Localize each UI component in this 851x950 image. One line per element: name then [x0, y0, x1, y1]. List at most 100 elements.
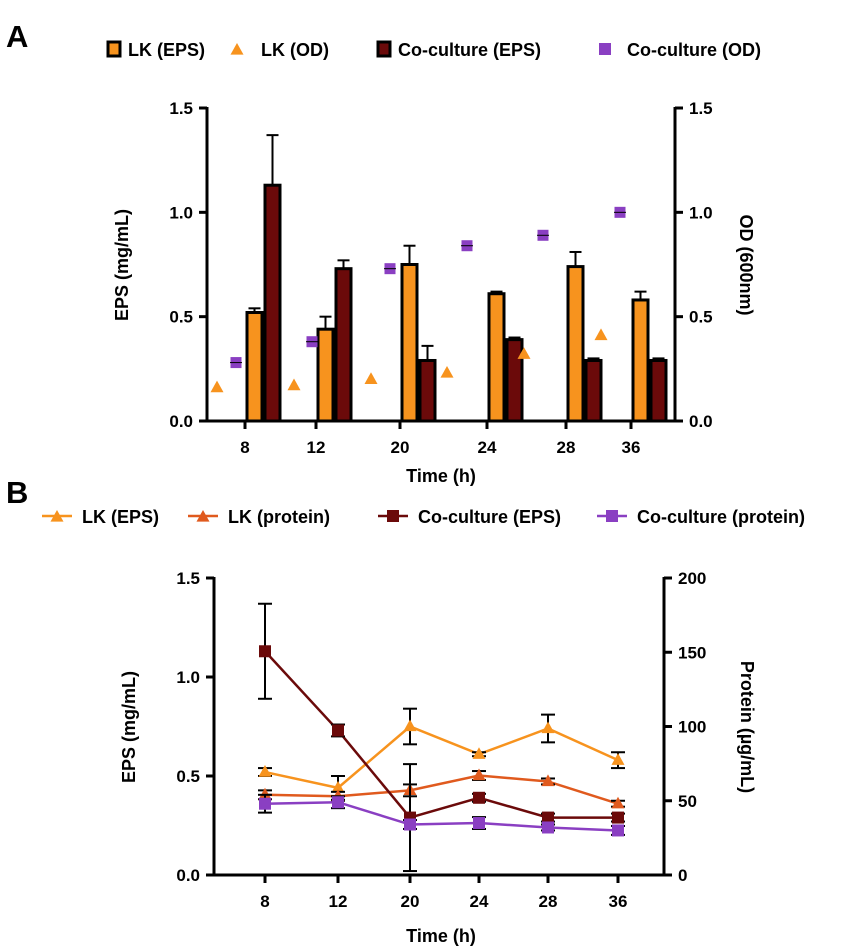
lk-od-marker — [364, 372, 378, 384]
co-culture-eps-line — [264, 650, 618, 820]
legend-bar-swatch — [376, 40, 392, 58]
legend-label: LK (protein) — [228, 507, 330, 527]
panel-b-y2-tick-label: 50 — [678, 792, 697, 811]
panel-a-legend: LK (EPS) LK (OD) Co-culture (EPS) Co-cultur… — [106, 40, 761, 60]
lk-protein-marker — [472, 768, 486, 781]
panel-b-x-tick-label: 20 — [401, 892, 420, 911]
co-culture-eps-bar — [505, 338, 524, 423]
co-culture-eps-bar — [584, 358, 603, 423]
co-culture-protein-marker — [332, 796, 344, 809]
legend-label: Co-culture (OD) — [627, 40, 761, 60]
lk-eps-bar — [566, 265, 585, 423]
panel-a-x-tick-label: 12 — [307, 438, 326, 457]
panel-b-x-tick-label: 24 — [470, 892, 489, 911]
panel-b-y2-tick-label: 200 — [678, 569, 706, 588]
legend-triangle-swatch — [196, 509, 210, 522]
panel-b-y2-axis-label: Protein (µg/mL) — [737, 661, 757, 793]
lk-eps-marker — [403, 719, 417, 732]
panel-b-x-tick-label: 28 — [539, 892, 558, 911]
panel-a-x-tick-label: 24 — [478, 438, 497, 457]
lk-eps-error-bar — [403, 244, 416, 265]
co-culture-eps-error-bar — [266, 134, 279, 186]
panel-b-y2-tick-label: 150 — [678, 643, 706, 662]
lk-eps-bar — [487, 292, 506, 423]
co-culture-protein-marker — [259, 797, 271, 810]
panel-a-y-tick-label: 1.0 — [169, 203, 193, 222]
legend-label: Co-culture (EPS) — [398, 40, 541, 60]
lk-od-marker — [210, 380, 224, 393]
lk-protein-line — [264, 774, 619, 805]
panel-b-x-axis-label: Time (h) — [406, 926, 476, 946]
co-culture-eps-marker — [473, 791, 485, 804]
panel-a-plot: 0.0 0.5 1.0 1.5 0.0 0.5 1.0 1.5 8 12 20 24 28 36 — [169, 99, 712, 457]
legend-triangle-swatch — [230, 42, 244, 55]
lk-od-marker — [440, 365, 454, 378]
lk-eps-line — [264, 725, 619, 790]
lk-eps-error-bar — [319, 315, 332, 330]
legend-label: Co-culture (protein) — [637, 507, 805, 527]
co-culture-eps-error-bar — [421, 344, 434, 361]
co-culture-eps-marker — [259, 645, 271, 658]
legend-bar-swatch — [106, 40, 122, 58]
co-culture-eps-bar — [334, 267, 353, 423]
panel-b-y-tick-label: 0.5 — [176, 767, 200, 786]
panel-b: B LK (EPS) LK (protein) Co-culture (EPS) Co… — [6, 475, 805, 946]
co-culture-protein-marker — [542, 821, 554, 834]
lk-eps-marker — [472, 747, 486, 759]
co-culture-eps-marker — [332, 724, 344, 737]
panel-a-x-tick-label: 28 — [557, 438, 576, 457]
co-culture-protein-line — [264, 800, 619, 832]
co-culture-eps-bar — [649, 358, 668, 423]
legend-triangle-swatch — [50, 509, 64, 522]
lk-eps-bar — [400, 263, 419, 423]
panel-a-y2-tick-label: 0.5 — [689, 308, 713, 327]
lk-protein-marker — [541, 774, 555, 787]
panel-a-y-tick-label: 1.5 — [169, 99, 193, 118]
panel-a-y-axis-label: EPS (mg/mL) — [112, 209, 132, 321]
legend-label: LK (OD) — [261, 40, 329, 60]
lk-eps-marker — [611, 753, 625, 765]
lk-eps-bar — [631, 298, 650, 423]
panel-b-y2-tick-label: 0 — [678, 866, 687, 885]
co-culture-eps-marker — [542, 811, 554, 824]
legend-label: LK (EPS) — [128, 40, 205, 60]
lk-eps-marker — [331, 780, 345, 793]
panel-a: A LK (EPS) LK (OD) Co-culture (EPS) Co-cult… — [6, 19, 761, 486]
panel-b-y-tick-label: 1.5 — [176, 569, 200, 588]
lk-eps-marker — [258, 765, 272, 777]
panel-b-y-tick-label: 1.0 — [176, 668, 200, 687]
panel-a-x-tick-label: 20 — [391, 438, 410, 457]
co-culture-protein-marker — [404, 818, 416, 831]
panel-a-x-tick-label: 8 — [240, 438, 249, 457]
co-culture-protein-marker — [473, 817, 485, 830]
lk-od-marker — [287, 378, 301, 391]
co-culture-protein-marker — [612, 824, 624, 837]
legend-label: Co-culture (EPS) — [418, 507, 561, 527]
legend-square-swatch — [606, 510, 618, 522]
panel-b-plot: 0.0 0.5 1.0 1.5 0 50 100 150 200 8 12 20 24 28 36 — [176, 569, 706, 911]
legend-label: LK (EPS) — [82, 507, 159, 527]
lk-eps-error-bar — [569, 250, 582, 267]
panel-a-y-tick-label: 0.5 — [169, 308, 193, 327]
panel-b-x-tick-label: 12 — [329, 892, 348, 911]
panel-a-x-tick-label: 36 — [622, 438, 641, 457]
co-culture-eps-marker — [612, 811, 624, 824]
panel-a-y2-axis-label: OD (600nm) — [736, 214, 756, 315]
panel-b-x-tick-label: 8 — [260, 892, 269, 911]
lk-protein-marker — [258, 787, 272, 800]
panel-a-y-tick-label: 0.0 — [169, 412, 193, 431]
panel-a-y2-tick-label: 0.0 — [689, 412, 713, 431]
lk-eps-marker — [541, 721, 555, 734]
panel-b-legend: LK (EPS) LK (protein) Co-culture (EPS) Co-c… — [42, 507, 805, 527]
panel-a-y2-tick-label: 1.0 — [689, 203, 713, 222]
panel-a-y2-tick-label: 1.5 — [689, 99, 713, 118]
lk-protein-marker — [611, 796, 625, 809]
panel-a-label: A — [6, 19, 28, 54]
panel-b-label: B — [6, 475, 28, 510]
co-culture-eps-bar — [263, 183, 282, 423]
panel-b-x-tick-label: 36 — [609, 892, 628, 911]
panel-b-y-axis-label: EPS (mg/mL) — [119, 671, 139, 783]
panel-a-x-axis-label: Time (h) — [406, 466, 476, 486]
lk-od-marker — [594, 328, 608, 341]
